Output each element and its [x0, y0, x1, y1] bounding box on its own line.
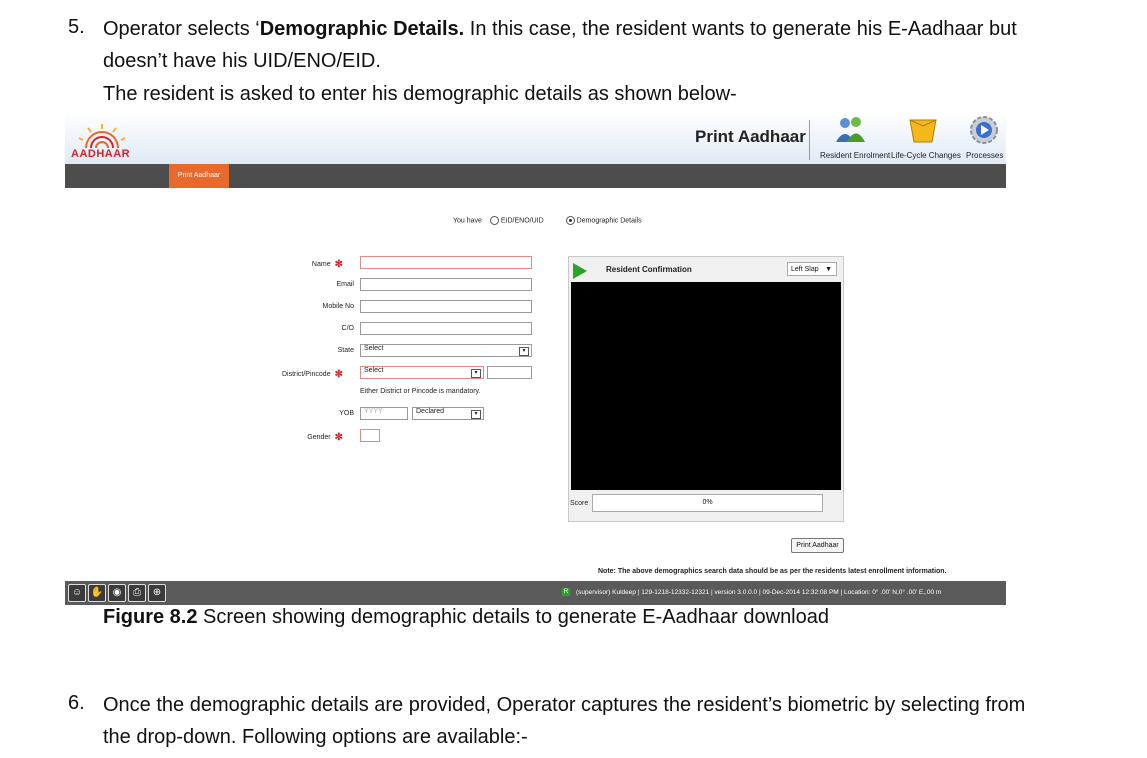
you-have-row: You have EID/ENO/UID Demographic Details [453, 216, 642, 225]
state-label: State [337, 347, 354, 354]
mobile-field[interactable] [360, 300, 532, 313]
status-text: (supervisor) Kuldeep | 129-1218-12332-12… [576, 589, 942, 596]
pincode-field[interactable] [487, 366, 532, 379]
tab-print-aadhaar[interactable]: Print Aadhaar [169, 164, 229, 188]
globe-icon[interactable]: ⊕ [148, 584, 166, 602]
figure-label: Figure 8.2 [103, 606, 198, 628]
state-select[interactable]: Select ▾ [360, 344, 532, 357]
gender-label: Gender ✻ [307, 432, 343, 443]
logo-text: AADHAAR [71, 148, 131, 160]
radio-eid-label[interactable]: EID/ENO/UID [500, 217, 544, 225]
title-separator [809, 120, 810, 160]
header-label-enrolment[interactable]: Resident Enrolment [820, 151, 891, 160]
chevron-down-icon: ▼ [825, 266, 832, 273]
email-field[interactable] [360, 278, 532, 291]
header-label-lifecycle[interactable]: Life-Cycle Changes [891, 151, 961, 160]
co-field[interactable] [360, 322, 532, 335]
email-label: Email [336, 281, 354, 288]
yob-field[interactable]: YYYY [360, 407, 408, 420]
print-aadhaar-button[interactable]: Print Aadhaar [791, 538, 844, 553]
nav-bar: Print Aadhaar [65, 164, 1006, 188]
step6-line2: the drop-down. Following options are ava… [103, 726, 528, 748]
district-select[interactable]: Select ▾ [360, 366, 484, 379]
user-icon[interactable]: ☺ [68, 584, 86, 602]
gear-play-icon[interactable] [967, 114, 1001, 146]
yob-label: YOB [339, 410, 354, 417]
step5-line1-post: In this case, the resident wants to gene… [464, 18, 1017, 40]
step5-line1-bold: Demographic Details. [259, 18, 465, 40]
eye-icon[interactable]: ◉ [108, 584, 126, 602]
status-r-badge: R [562, 588, 570, 596]
required-icon: ✻ [334, 259, 343, 270]
name-field[interactable] [360, 256, 532, 269]
name-label: Name ✻ [311, 259, 343, 270]
biometric-capture-area [571, 282, 841, 490]
slap-select[interactable]: Left Slap ▼ [787, 262, 837, 276]
hand-icon[interactable]: ✋ [88, 584, 106, 602]
step5-line2: doesn’t have his UID/ENO/EID. [103, 50, 381, 72]
step6-line1: Once the demographic details are provide… [103, 694, 1026, 716]
step-number: 5. [68, 16, 85, 38]
step-number: 6. [68, 692, 85, 714]
mobile-label: Mobile No [322, 303, 354, 310]
gender-field[interactable] [360, 429, 380, 442]
co-label: C/O [341, 325, 354, 332]
play-icon[interactable] [573, 263, 587, 279]
radio-demographic-label[interactable]: Demographic Details [576, 217, 642, 225]
step5-line1: Operator selects ‘Demographic Details. I… [103, 13, 1017, 45]
district-label: District/Pincode ✻ [281, 369, 343, 380]
required-icon: ✻ [334, 369, 343, 380]
demographics-note: Note: The above demographics search data… [598, 568, 947, 575]
step5-line1-pre: Operator selects ‘ [103, 18, 260, 40]
score-label: Score [570, 500, 589, 507]
app-header: AADHAAR Print Aadhaar Resident Enrolment… [65, 112, 1006, 164]
chevron-down-icon: ▾ [471, 410, 481, 419]
header-label-processes[interactable]: Processes [966, 151, 1004, 160]
chevron-down-icon: ▾ [519, 347, 529, 356]
step5-line3: The resident is asked to enter his demog… [103, 83, 737, 105]
resident-confirmation-panel: Resident Confirmation Left Slap ▼ Score 0… [568, 256, 844, 522]
you-have-label: You have [453, 217, 482, 225]
chevron-down-icon: ▾ [471, 369, 481, 378]
figure-caption-text: Screen showing demographic details to ge… [197, 606, 829, 628]
box-icon[interactable] [906, 114, 940, 146]
radio-eid[interactable] [489, 216, 499, 225]
status-bar: ☺ ✋ ◉ ⎙ ⊕ R (supervisor) Kuldeep | 129-1… [65, 581, 1006, 605]
required-icon: ✻ [334, 432, 343, 443]
radio-demographic[interactable] [565, 216, 575, 225]
score-bar: 0% [592, 494, 823, 512]
confirmation-title: Resident Confirmation [606, 265, 692, 274]
app-screenshot: AADHAAR Print Aadhaar Resident Enrolment… [65, 112, 1006, 605]
app-title: Print Aadhaar [695, 127, 806, 146]
people-icon[interactable] [834, 114, 868, 146]
figure-caption: Figure 8.2 Screen showing demographic de… [103, 601, 829, 633]
district-note: Either District or Pincode is mandatory. [360, 388, 481, 395]
aadhaar-logo-icon [78, 124, 126, 149]
yob-type-select[interactable]: Declared ▾ [412, 407, 484, 420]
printer-icon[interactable]: ⎙ [128, 584, 146, 602]
